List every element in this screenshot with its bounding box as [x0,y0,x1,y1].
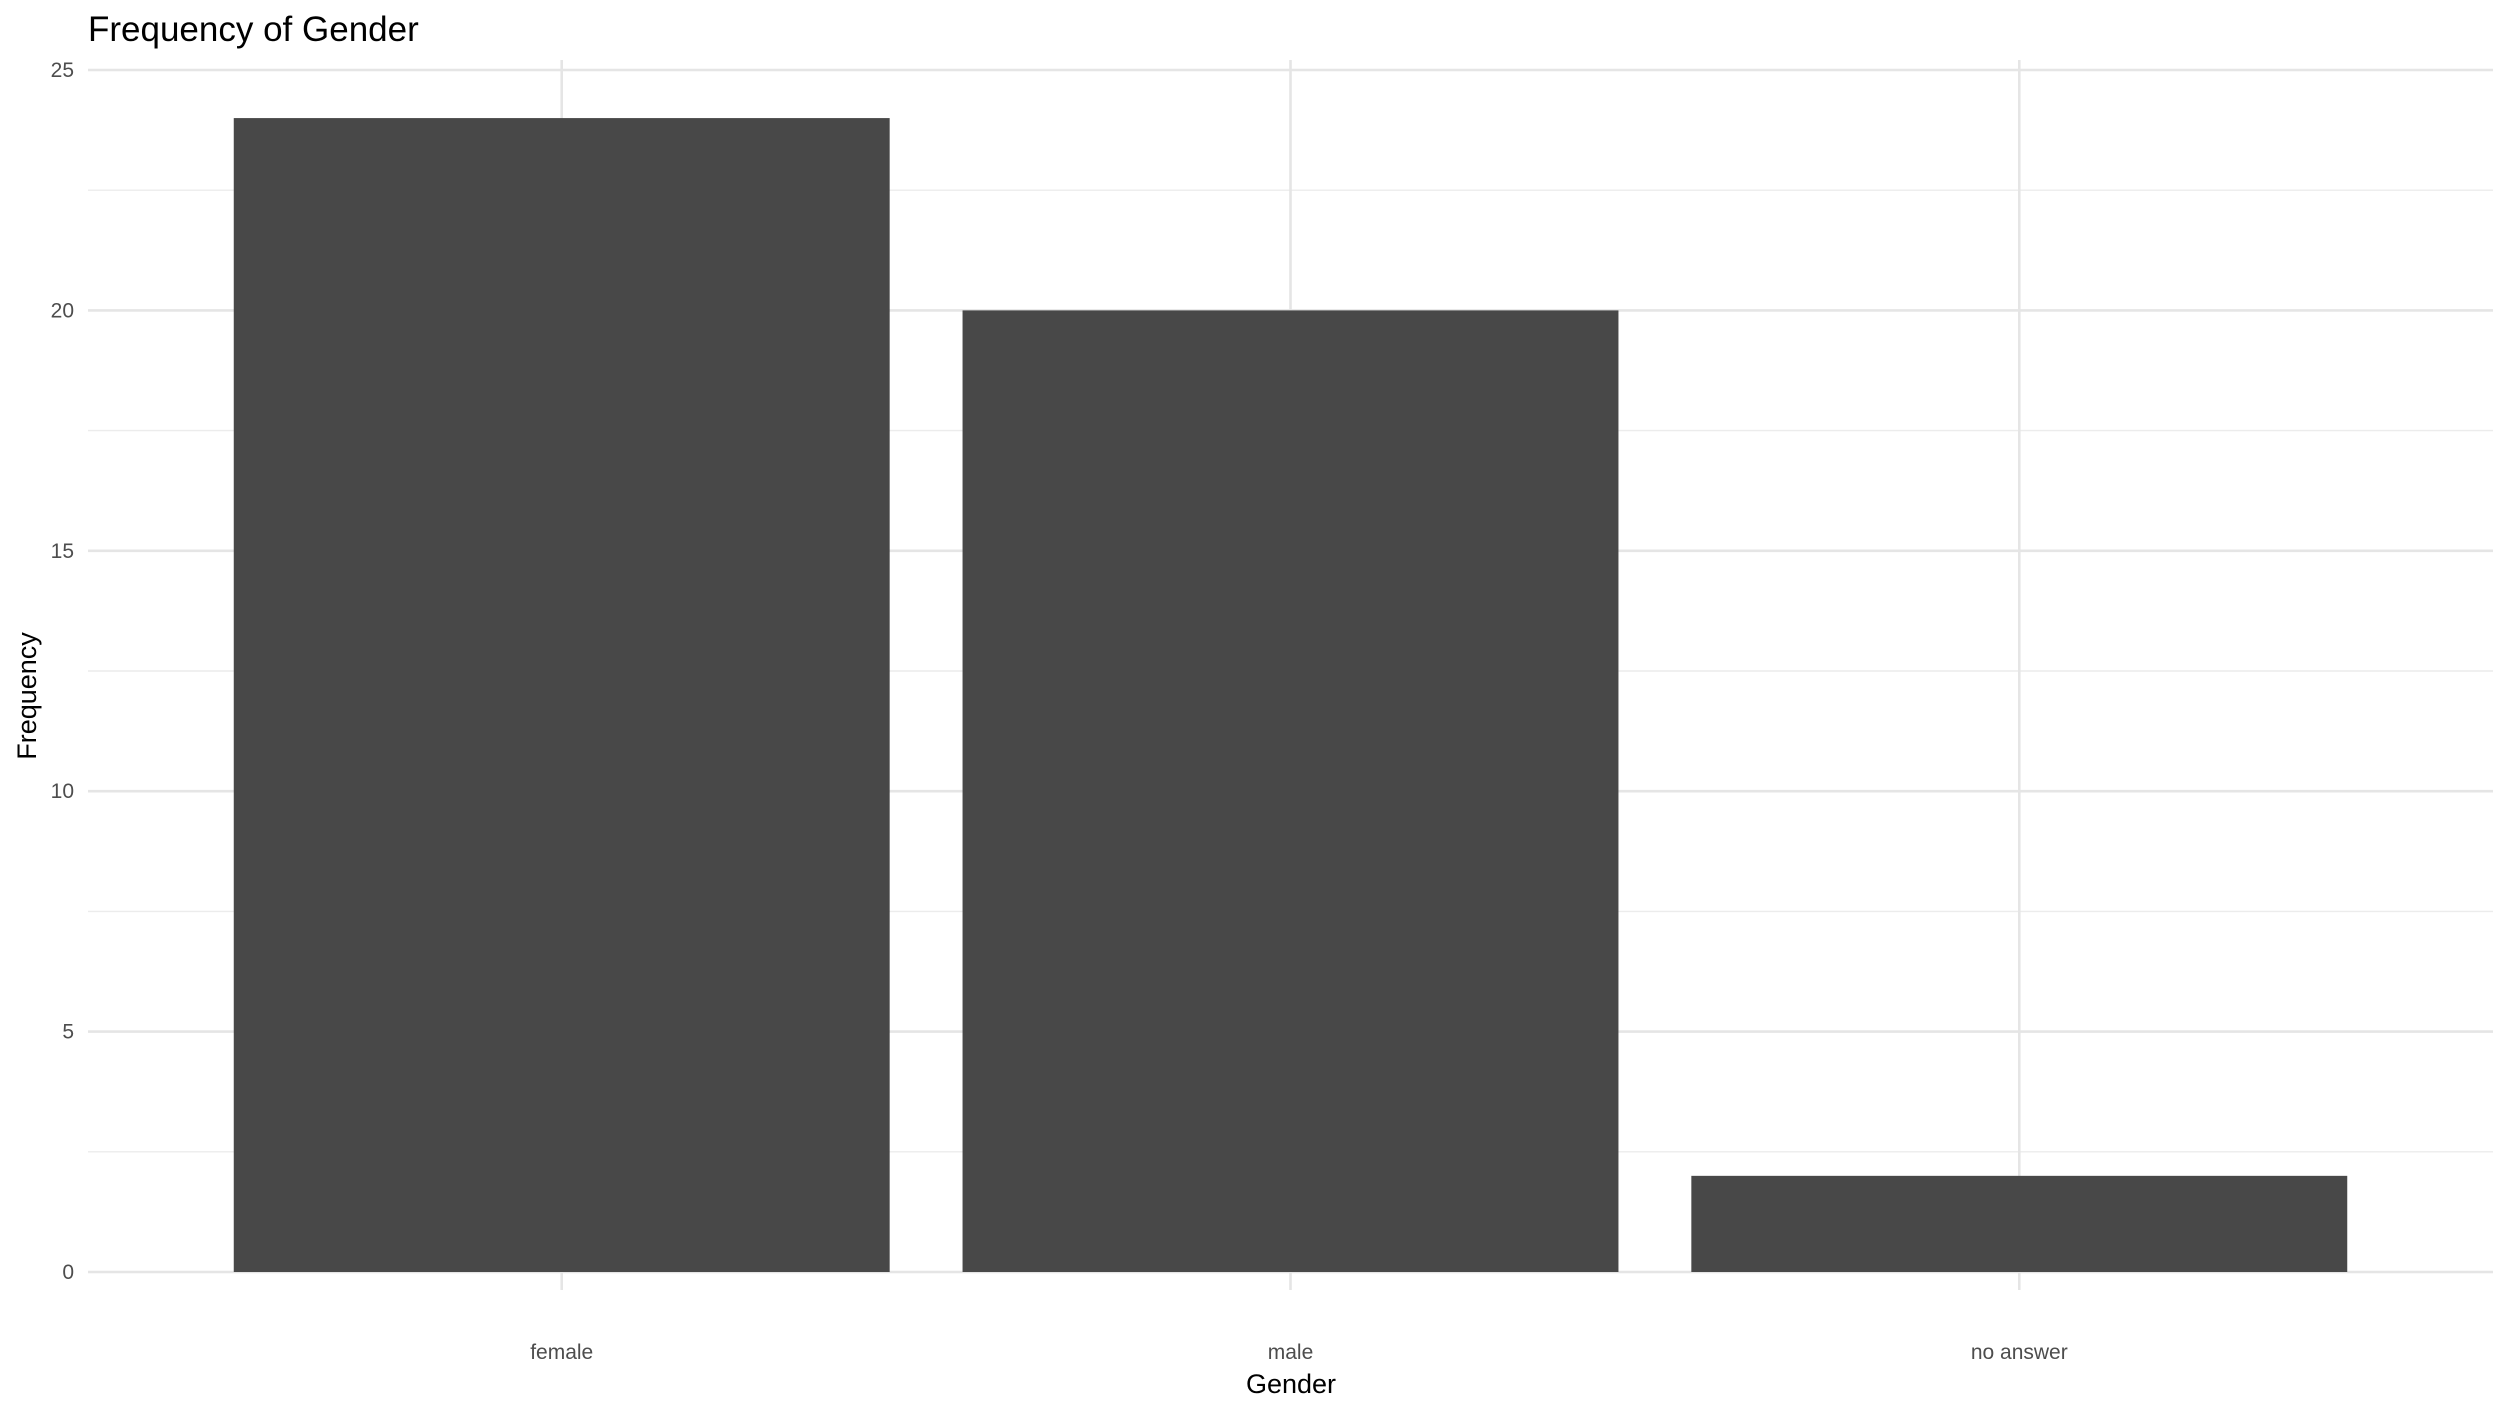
y-tick-label: 10 [51,780,74,803]
x-tick-label: no answer [1971,1341,2068,1364]
bar-female [233,118,890,1273]
x-axis-ticks: female male no answer [530,1341,2068,1364]
y-axis-ticks: 0 5 10 15 20 25 [51,59,74,1284]
x-tick-label: male [1268,1341,1314,1364]
y-axis-title: Frequency [12,632,42,760]
bar-no-answer [1691,1175,2348,1272]
bar-male [962,310,1619,1272]
x-tick-label: female [530,1341,593,1364]
y-tick-label: 0 [62,1261,74,1284]
chart-title: Frequency of Gender [88,10,419,49]
y-tick-label: 15 [51,540,74,563]
y-tick-label: 20 [51,299,74,322]
bars [233,118,2348,1273]
x-axis-title: Gender [1246,1369,1336,1399]
y-tick-label: 5 [62,1021,74,1044]
y-tick-label: 25 [51,59,74,82]
